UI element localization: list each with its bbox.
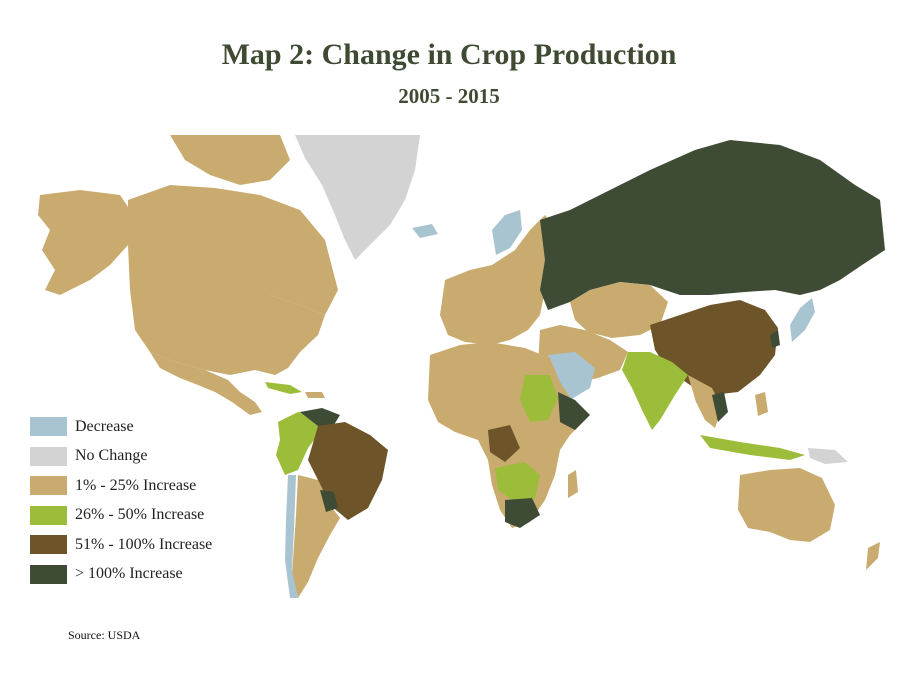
legend-item-decrease: Decrease [30, 412, 212, 442]
region-canada [128, 185, 338, 315]
legend-label: 26% - 50% Increase [75, 506, 205, 524]
legend-swatch-no-change [30, 446, 67, 466]
legend-swatch-over-100 [30, 564, 67, 584]
region-central-africa [488, 425, 520, 462]
map-subtitle: 2005 - 2015 [398, 84, 500, 108]
legend-item-51-100: 51% - 100% Increase [30, 530, 212, 560]
region-chile [285, 475, 298, 598]
legend-label: Decrease [75, 417, 134, 435]
region-caribbean-2 [305, 392, 325, 398]
region-usa [130, 290, 325, 375]
region-indonesia [700, 435, 805, 460]
legend-item-no-change: No Change [30, 442, 212, 472]
region-new-zealand [866, 542, 880, 570]
legend-label: No Change [75, 447, 148, 465]
legend-label: > 100% Increase [75, 565, 183, 583]
world-map [38, 135, 885, 598]
region-philippines [755, 392, 768, 416]
region-scandinavia [492, 210, 522, 255]
region-venezuela [300, 408, 340, 428]
region-east-africa [520, 375, 558, 422]
region-europe [440, 215, 555, 345]
region-horn-africa [558, 392, 590, 430]
legend-label: 51% - 100% Increase [75, 535, 213, 553]
region-arctic-islands [170, 135, 290, 185]
legend-swatch-decrease [30, 417, 67, 437]
region-caribbean [265, 382, 302, 394]
region-iceland [412, 224, 438, 238]
map-title: Map 2: Change in Crop Production [221, 38, 677, 71]
legend-item-over-100: > 100% Increase [30, 560, 212, 590]
legend-label: 1% - 25% Increase [75, 476, 197, 494]
region-central-asia [570, 282, 668, 338]
region-new-guinea [808, 448, 848, 464]
region-russia [540, 140, 885, 310]
region-greenland [295, 135, 420, 260]
legend-swatch-51-100 [30, 535, 67, 555]
region-mexico [150, 352, 262, 415]
region-southern-africa [495, 462, 540, 502]
region-australia [738, 468, 835, 542]
legend-item-26-50: 26% - 50% Increase [30, 501, 212, 531]
map-legend: Decrease No Change 1% - 25% Increase 26%… [30, 412, 212, 589]
region-se-asia [688, 375, 722, 428]
region-sa-northwest [276, 412, 320, 475]
region-uk [448, 280, 462, 305]
source-note: Source: USDA [68, 628, 141, 642]
region-india [622, 352, 688, 430]
region-south-africa [505, 498, 540, 528]
region-madagascar [568, 470, 578, 498]
legend-swatch-1-25 [30, 476, 67, 496]
region-japan [790, 298, 815, 342]
region-vietnam [712, 392, 728, 422]
legend-item-1-25: 1% - 25% Increase [30, 471, 212, 501]
region-alaska [38, 190, 130, 295]
legend-swatch-26-50 [30, 505, 67, 525]
region-korea [770, 330, 780, 348]
region-uruguay-paraguay [320, 490, 338, 512]
